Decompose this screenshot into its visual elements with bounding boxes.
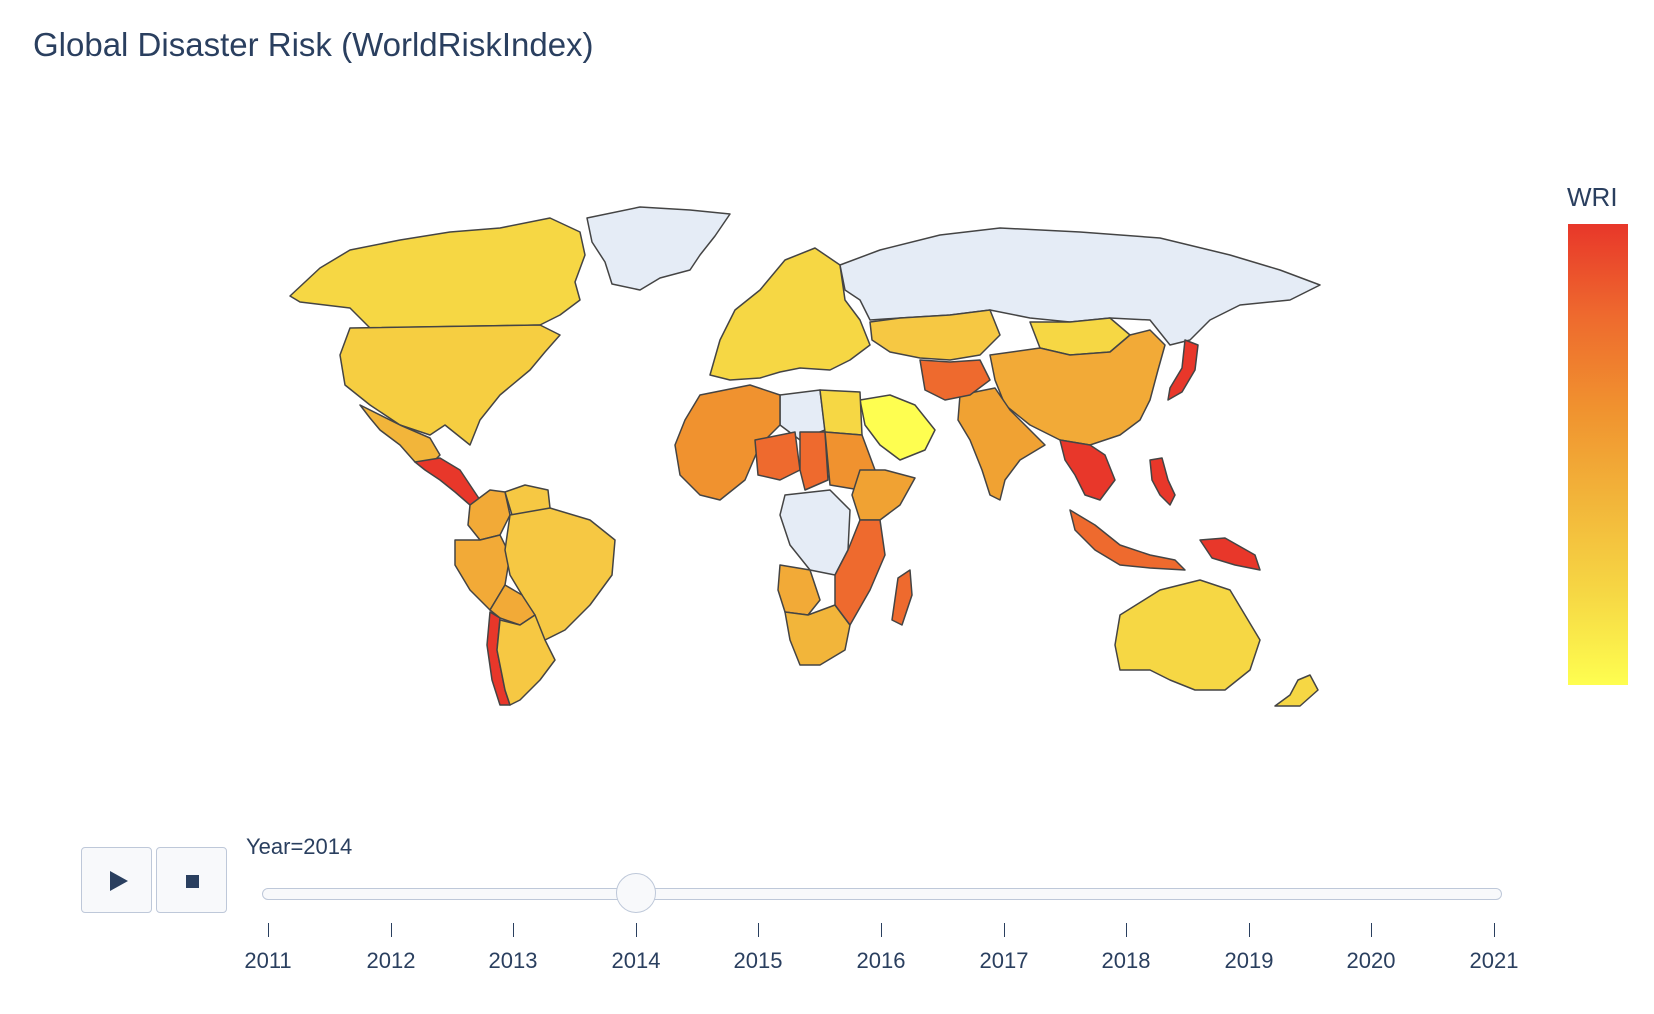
year-tick: [1004, 923, 1005, 937]
region-madagascar[interactable]: [891, 569, 913, 626]
year-tick-label[interactable]: 2021: [1469, 948, 1519, 973]
year-tick-label[interactable]: 2011: [244, 948, 292, 973]
region-philippines[interactable]: [1149, 457, 1176, 506]
region-west-africa[interactable]: [674, 384, 781, 501]
year-tick-label[interactable]: 2013: [488, 948, 538, 973]
year-tick-label[interactable]: 2018: [1101, 948, 1151, 973]
region-angola[interactable]: [777, 564, 821, 616]
year-tick-label[interactable]: 2015: [733, 948, 783, 973]
colorbar-scale: [1568, 224, 1628, 685]
region-colombia[interactable]: [467, 489, 511, 541]
year-tick: [636, 923, 637, 937]
year-tick-label[interactable]: 2019: [1224, 948, 1274, 973]
region-europe[interactable]: [709, 247, 871, 381]
stop-button[interactable]: [156, 847, 227, 913]
region-canada[interactable]: [289, 217, 586, 329]
year-tick: [513, 923, 514, 937]
stop-icon: [186, 875, 199, 888]
region-afghanistan[interactable]: [919, 359, 991, 401]
year-tick: [1126, 923, 1127, 937]
year-slider-rail[interactable]: [262, 888, 1502, 900]
region-congo-dr[interactable]: [779, 489, 851, 576]
year-tick-label[interactable]: 2012: [366, 948, 416, 973]
region-australia[interactable]: [1114, 579, 1261, 691]
region-united-states[interactable]: [339, 324, 561, 446]
year-tick: [268, 923, 269, 937]
region-indonesia[interactable]: [1069, 509, 1186, 571]
region-southern-africa[interactable]: [784, 604, 851, 666]
play-icon: [110, 871, 128, 891]
region-india[interactable]: [957, 387, 1046, 501]
region-central-america[interactable]: [414, 457, 481, 506]
year-tick-label[interactable]: 2017: [979, 948, 1029, 973]
year-tick: [758, 923, 759, 937]
region-kazakhstan[interactable]: [869, 309, 1001, 361]
year-tick-label[interactable]: 2016: [856, 948, 906, 973]
colorbar-title: WRI: [1567, 182, 1618, 212]
region-greenland[interactable]: [586, 206, 731, 291]
play-button[interactable]: [81, 847, 152, 913]
region-argentina[interactable]: [496, 614, 556, 706]
chart-title: Global Disaster Risk (WorldRiskIndex): [33, 26, 594, 63]
year-tick: [881, 923, 882, 937]
region-mozambique[interactable]: [834, 519, 886, 626]
region-niger[interactable]: [754, 431, 801, 481]
year-tick-label[interactable]: 2020: [1346, 948, 1396, 973]
region-china[interactable]: [989, 329, 1166, 446]
region-papua-new-guinea[interactable]: [1199, 537, 1261, 571]
world-map: [289, 206, 1321, 707]
year-slider-handle[interactable]: [616, 873, 656, 913]
slider-current-value: Year=2014: [246, 834, 353, 859]
year-tick-label[interactable]: 2014: [611, 948, 661, 973]
region-brazil[interactable]: [504, 507, 616, 641]
year-tick: [391, 923, 392, 937]
year-tick: [1249, 923, 1250, 937]
region-ethiopia[interactable]: [851, 469, 916, 521]
region-saudi-arabia[interactable]: [859, 394, 936, 461]
year-tick: [1494, 923, 1495, 937]
region-chad[interactable]: [799, 431, 829, 491]
region-japan[interactable]: [1167, 339, 1199, 401]
region-egypt[interactable]: [819, 389, 863, 436]
year-tick: [1371, 923, 1372, 937]
region-southeast-asia[interactable]: [1059, 439, 1116, 501]
region-new-zealand[interactable]: [1274, 674, 1319, 707]
